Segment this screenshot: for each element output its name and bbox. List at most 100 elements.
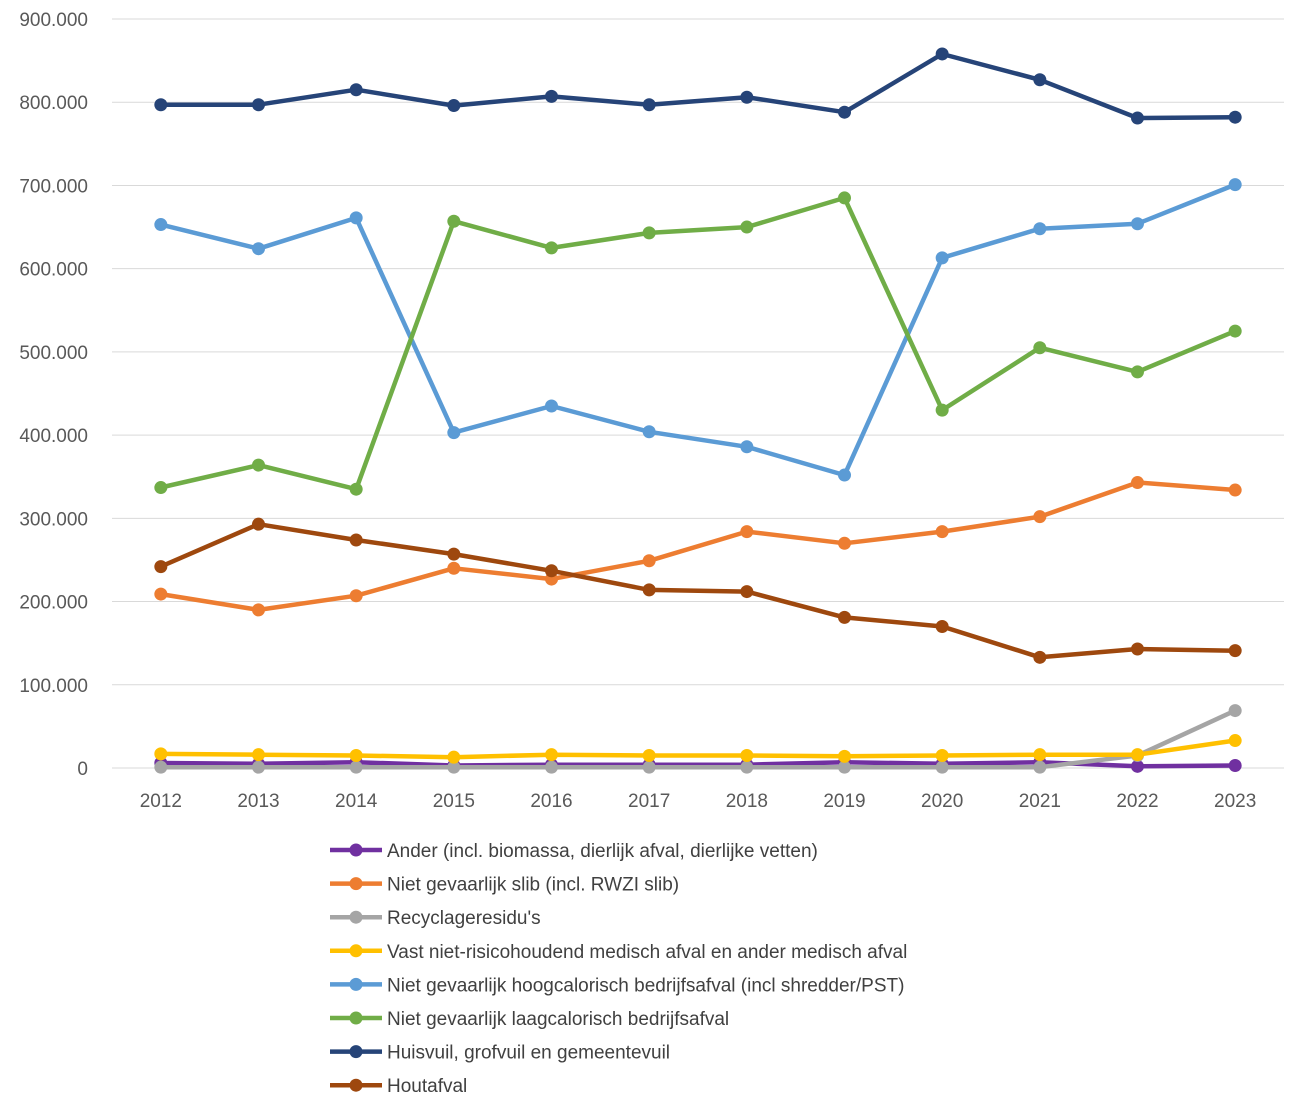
data-point: [1228, 324, 1242, 338]
series-line: [158, 182, 1238, 478]
data-point: [935, 620, 949, 634]
data-point: [252, 748, 265, 762]
legend-item: Vast niet-risicohoudend medisch afval en…: [330, 942, 907, 963]
data-point: [154, 218, 168, 232]
data-point: [642, 749, 656, 763]
series-7: [154, 47, 1242, 125]
series-2: [154, 476, 1242, 617]
data-point: [1131, 111, 1144, 125]
data-point: [1033, 222, 1047, 236]
x-tick-label: 2021: [1019, 791, 1061, 812]
legend-item: Houtafval: [330, 1076, 467, 1097]
y-tick-label: 900.000: [19, 10, 88, 31]
legend-item: Niet gevaarlijk hoogcalorisch bedrijfsaf…: [330, 975, 904, 996]
data-point: [545, 399, 558, 413]
data-point: [1131, 476, 1144, 490]
data-point: [1228, 110, 1242, 124]
legend-label: Niet gevaarlijk laagcalorisch bedrijfsaf…: [387, 1009, 729, 1030]
data-point: [252, 98, 265, 112]
data-point: [1228, 483, 1242, 497]
legend-swatch-marker: [349, 1011, 363, 1025]
data-point: [642, 425, 656, 439]
y-tick-label: 800.000: [19, 93, 88, 114]
series-line: [158, 51, 1238, 121]
data-point: [740, 220, 754, 234]
y-tick-label: 300.000: [19, 509, 88, 530]
series-lines: [154, 47, 1242, 774]
x-tick-label: 2022: [1116, 791, 1158, 812]
data-point: [935, 47, 949, 61]
data-point: [935, 749, 949, 763]
legend-item: Niet gevaarlijk laagcalorisch bedrijfsaf…: [330, 1009, 729, 1030]
series-3: [154, 704, 1242, 774]
data-point: [349, 211, 363, 225]
data-point: [447, 561, 461, 575]
data-point: [838, 760, 851, 774]
legend-label: Huisvuil, grofvuil en gemeentevuil: [387, 1043, 670, 1064]
legend-label: Niet gevaarlijk slib (incl. RWZI slib): [387, 875, 679, 896]
series-line: [158, 480, 1238, 613]
data-point: [447, 760, 461, 774]
legend-swatch-marker: [349, 910, 363, 924]
legend-label: Vast niet-risicohoudend medisch afval en…: [387, 942, 907, 963]
data-point: [740, 749, 754, 763]
data-point: [740, 525, 754, 539]
data-point: [642, 554, 656, 568]
data-point: [838, 536, 851, 550]
data-point: [1131, 217, 1144, 231]
legend-item: Recyclageresidu's: [330, 908, 541, 929]
legend-swatch-marker: [349, 1045, 363, 1059]
data-point: [545, 241, 558, 255]
data-point: [252, 603, 265, 617]
x-tick-label: 2019: [823, 791, 865, 812]
data-point: [935, 525, 949, 539]
data-point: [740, 440, 754, 454]
data-point: [1228, 644, 1242, 658]
y-tick-label: 100.000: [19, 676, 88, 697]
x-tick-label: 2020: [921, 791, 963, 812]
x-tick-label: 2023: [1214, 791, 1256, 812]
data-point: [349, 482, 363, 496]
data-point: [349, 589, 363, 603]
data-point: [447, 99, 461, 113]
data-point: [838, 191, 851, 205]
series-line: [158, 195, 1238, 492]
x-tick-label: 2017: [628, 791, 670, 812]
legend: Ander (incl. biomassa, dierlijk afval, d…: [330, 841, 907, 1097]
y-tick-label: 600.000: [19, 260, 88, 281]
data-point: [545, 564, 558, 578]
axes: 0 100.000 200.000 300.000 400.000 500.000 600.…: [19, 10, 1256, 812]
data-point: [642, 583, 656, 597]
data-point: [154, 560, 168, 574]
legend-swatch-marker: [349, 1078, 363, 1092]
data-point: [154, 98, 168, 112]
data-point: [838, 749, 851, 763]
data-point: [447, 426, 461, 440]
data-point: [349, 760, 363, 774]
gridlines: [112, 18, 1284, 769]
legend-swatch-marker: [349, 877, 363, 891]
data-point: [1228, 759, 1242, 773]
data-point: [838, 610, 851, 624]
data-point: [740, 585, 754, 599]
series-5: [154, 178, 1242, 482]
legend-label: Houtafval: [387, 1076, 467, 1095]
data-point: [1228, 704, 1242, 718]
y-tick-label: 200.000: [19, 593, 88, 614]
legend-item: Ander (incl. biomassa, dierlijk afval, d…: [330, 841, 818, 862]
legend-swatch-marker: [349, 977, 363, 991]
legend-swatch-marker: [349, 944, 363, 958]
x-tick-label: 2013: [237, 791, 279, 812]
legend-swatch-marker: [349, 843, 363, 857]
data-point: [1228, 734, 1242, 748]
data-point: [642, 98, 656, 112]
data-point: [1131, 759, 1144, 773]
y-tick-label: 700.000: [19, 176, 88, 197]
series-line: [158, 708, 1238, 770]
series-4: [154, 734, 1242, 764]
data-point: [154, 747, 168, 761]
data-point: [1033, 73, 1047, 87]
data-point: [545, 748, 558, 762]
series-6: [154, 191, 1242, 496]
